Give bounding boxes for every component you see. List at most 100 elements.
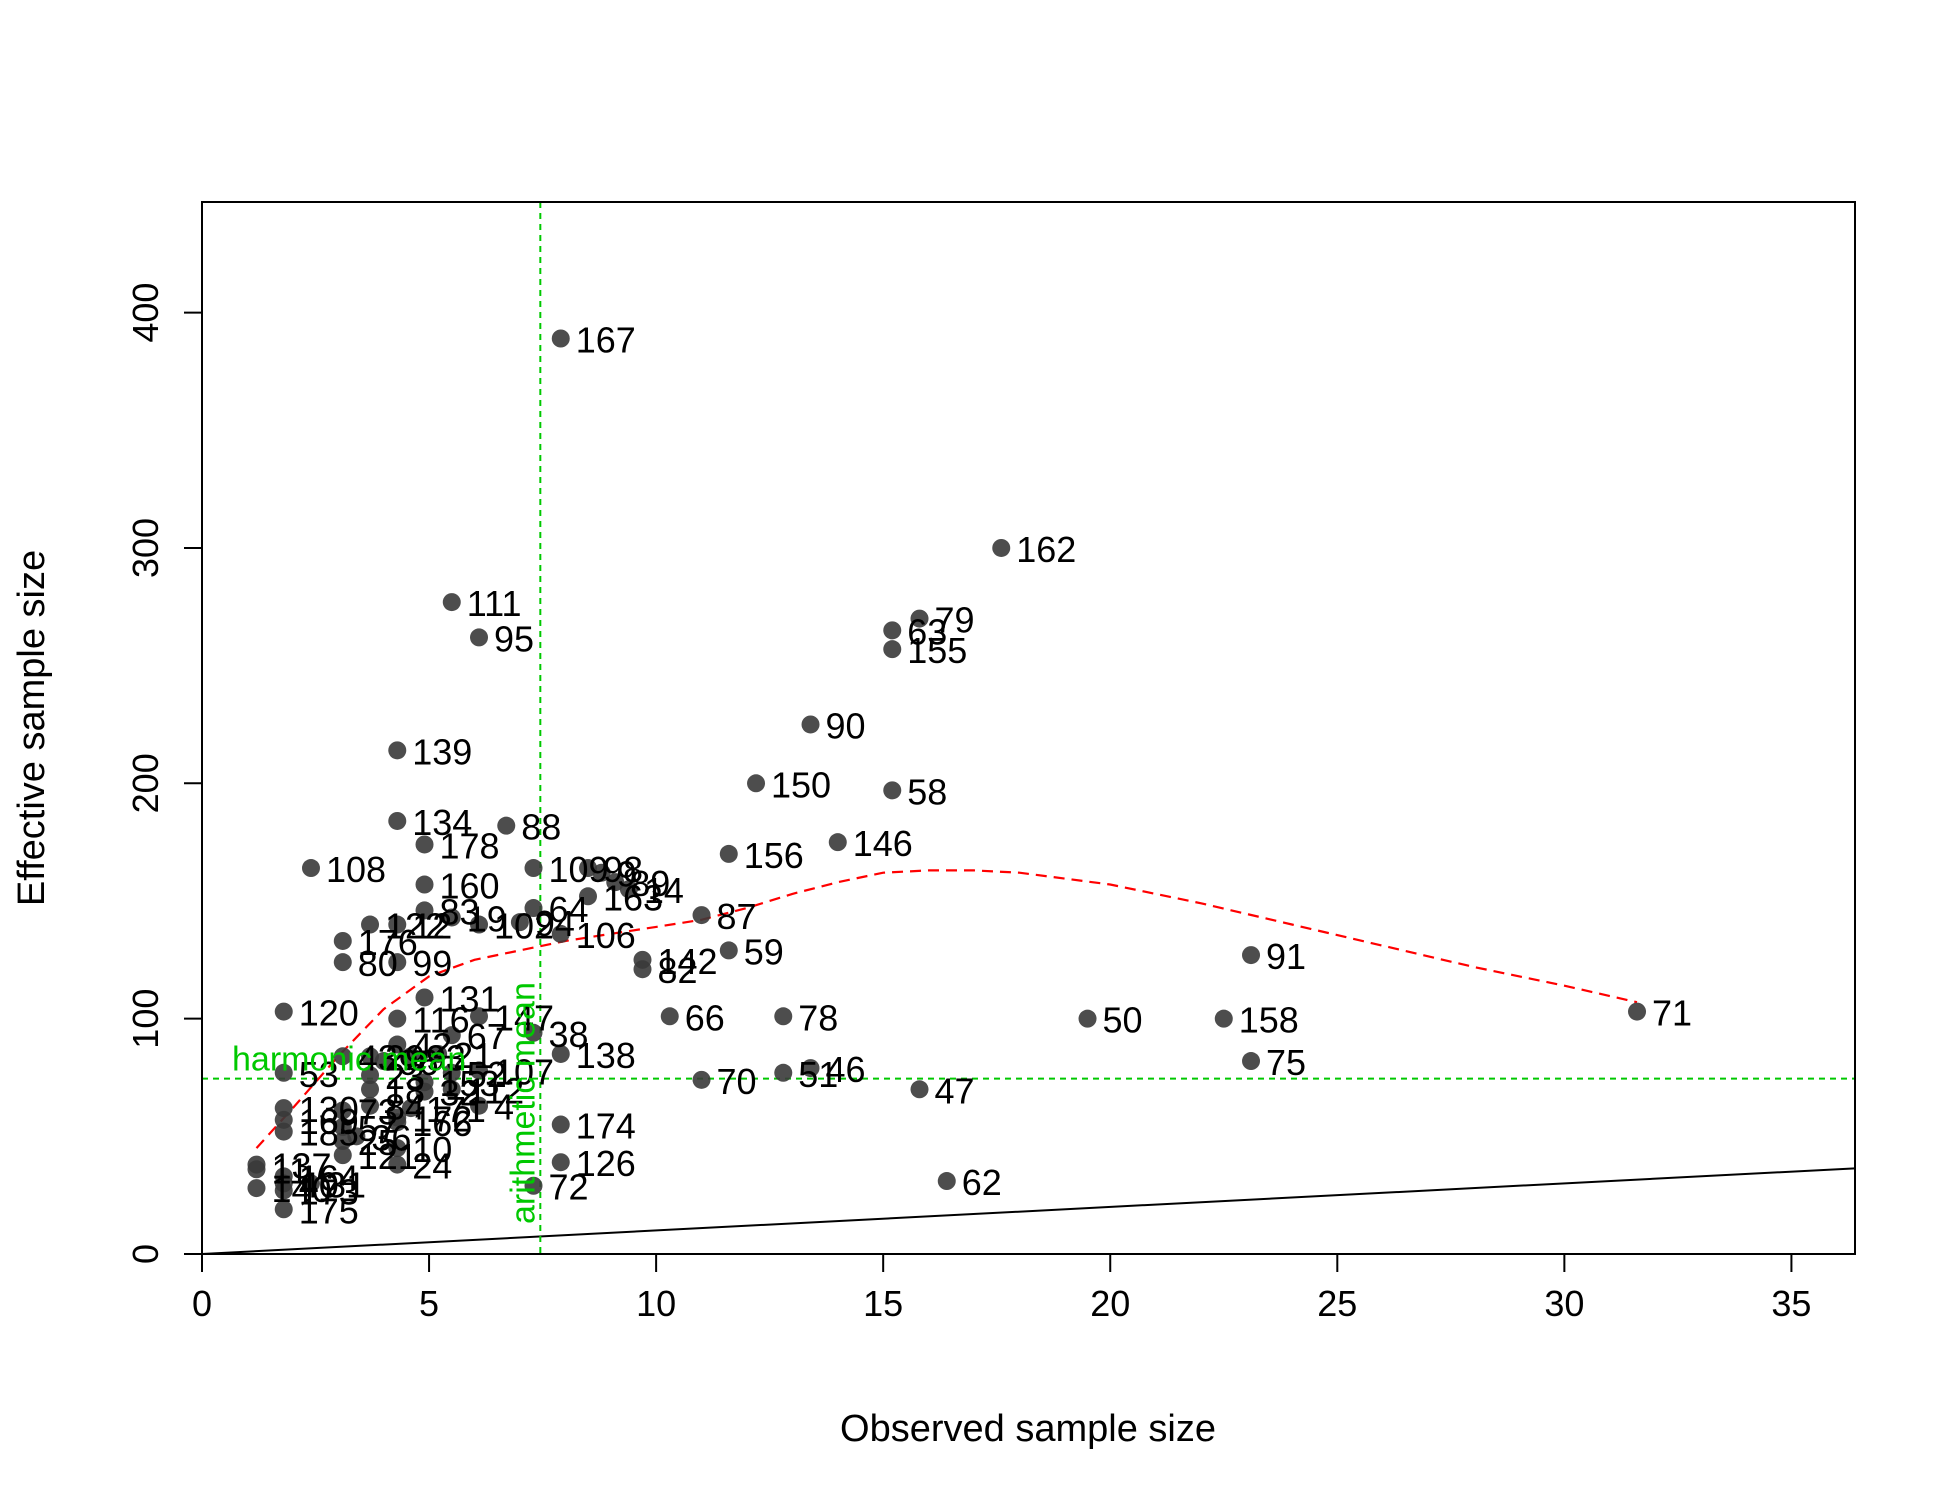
data-point [470,1007,489,1026]
point-label: 58 [907,771,947,812]
point-label: 131 [440,978,500,1019]
data-point [374,1052,393,1071]
x-tick-label: 10 [636,1283,676,1324]
point-label: 14 [644,870,684,911]
point-label: 90 [826,705,866,746]
data-point [415,901,434,920]
data-point [388,1035,407,1054]
data-point [361,1066,380,1085]
data-point [415,835,434,854]
point-label: 98 [603,849,643,890]
point-label: 174 [576,1106,636,1147]
point-label: 167 [576,320,636,361]
point-label: 122 [385,906,445,947]
point-label: 67 [467,1016,507,1057]
data-point [361,1080,380,1099]
data-point [429,1044,448,1063]
point-label: 160 [440,866,500,907]
point-label: 176 [358,922,418,963]
point-label: 171 [426,1089,486,1130]
data-point [361,915,380,934]
data-point [401,1047,420,1066]
point-label: 25 [358,1122,398,1163]
data-point [692,906,711,925]
data-point [1628,1002,1647,1021]
point-label: 57 [358,1108,398,1149]
point-label: 175 [299,1190,359,1231]
harmonic-mean-label: harmonic mean [232,1041,466,1079]
point-label: 43 [358,1037,398,1078]
data-point [388,1155,407,1174]
point-label: 11 [271,1150,308,1191]
point-label: 96 [399,1042,439,1083]
point-label: 140 [271,1169,331,1210]
data-point [1214,1009,1233,1028]
point-label: 107 [494,1051,554,1092]
data-point [333,1101,352,1120]
x-tick-label: 35 [1771,1283,1811,1324]
data-point [747,774,766,793]
point-label: 12 [412,906,452,947]
data-point [388,953,407,972]
point-label: 102 [494,906,554,947]
data-point [579,887,598,906]
point-label: 172 [412,1098,472,1139]
point-label: 50 [1103,1000,1143,1041]
data-point [347,1127,366,1146]
y-axis-title: Effective sample size [11,550,53,906]
point-label: 19 [467,898,507,939]
data-point [470,915,489,934]
point-label: 121 [358,1136,418,1177]
point-label: 173 [299,1171,359,1212]
point-label: 38 [549,1014,589,1055]
data-point [937,1172,956,1191]
data-point [719,941,738,960]
data-point [401,1099,420,1118]
data-point [442,593,461,612]
data-point [633,960,652,979]
data-point [333,953,352,972]
y-tick-label: 200 [125,753,166,813]
point-label: 139 [412,731,472,772]
point-label: 147 [494,997,554,1038]
point-label: 83 [440,891,480,932]
point-label: 78 [798,997,838,1038]
data-point [801,1059,820,1078]
data-point [692,1070,711,1089]
point-label: 47 [935,1070,975,1111]
data-point [910,609,929,628]
point-label: 32 [440,1073,480,1114]
data-point [274,1181,293,1200]
point-label: 4 [494,1087,514,1128]
point-label: 185 [299,1113,359,1154]
point-label: 163 [603,877,663,918]
data-point [551,1153,570,1172]
point-label: 99 [412,943,452,984]
point-label: 164 [299,1157,359,1198]
point-label: 162 [1016,529,1076,570]
y-tick-label: 300 [125,518,166,578]
point-label: 66 [685,997,725,1038]
data-point [247,1160,266,1179]
data-point [579,859,598,878]
data-point [910,1080,929,1099]
point-label: 134 [412,802,472,843]
data-point [719,844,738,863]
point-label: 106 [576,915,636,956]
point-label: 137 [271,1146,331,1187]
data-point [619,880,638,899]
point-label: 150 [771,764,831,805]
data-point [1078,1009,1097,1028]
data-point [415,875,434,894]
point-label: 40 [299,1164,339,1205]
point-label: 72 [549,1167,589,1208]
point-label: 111 [467,583,522,624]
y-tick-label: 100 [125,989,166,1049]
x-tick-label: 30 [1544,1283,1584,1324]
data-point [442,1026,461,1045]
point-label: 75 [1266,1042,1306,1083]
data-point [774,1007,793,1026]
x-tick-label: 15 [863,1283,903,1324]
data-point [801,715,820,734]
